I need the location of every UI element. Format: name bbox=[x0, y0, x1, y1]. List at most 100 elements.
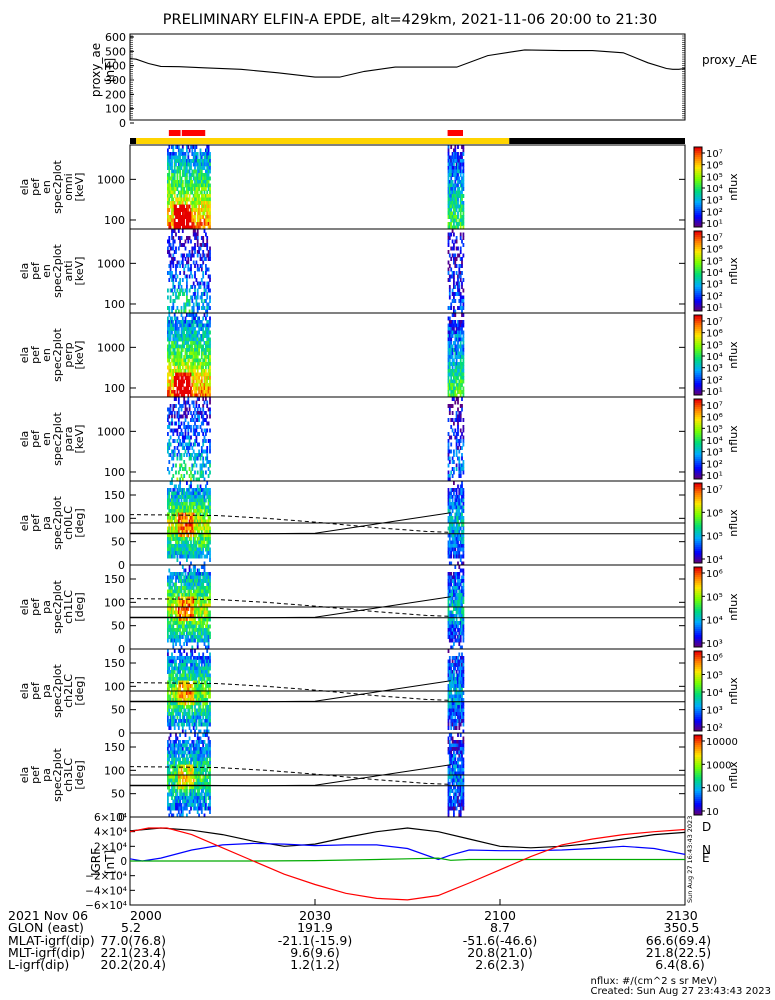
spectrogram-cell bbox=[192, 449, 195, 454]
spectrogram-cell bbox=[447, 526, 450, 531]
spectrogram-cell bbox=[202, 575, 205, 580]
spectrogram-cell bbox=[209, 337, 211, 342]
spectrogram-cell bbox=[453, 554, 455, 559]
spectrogram-cell bbox=[194, 218, 196, 223]
spectrogram-cell bbox=[181, 379, 184, 384]
spectrogram-cell bbox=[203, 159, 206, 163]
spectrogram-cell bbox=[168, 278, 171, 282]
spectrogram-cell bbox=[176, 173, 179, 177]
spectrogram-cell bbox=[447, 211, 450, 216]
spectrogram-cell bbox=[192, 358, 195, 363]
spectrogram-cell bbox=[448, 404, 451, 408]
spectrogram-cell bbox=[200, 547, 203, 552]
spectrogram-cell bbox=[190, 519, 192, 524]
spectrogram-cell bbox=[207, 194, 210, 198]
spectrogram-cell bbox=[171, 222, 173, 226]
spectrogram-cells bbox=[167, 145, 465, 230]
spectrogram-cell bbox=[203, 376, 206, 380]
spectrogram-cell bbox=[458, 516, 461, 520]
spectrogram-cell bbox=[448, 579, 451, 583]
spectrogram-cell bbox=[451, 344, 454, 349]
spectrogram-cell bbox=[175, 484, 177, 489]
spectrogram-cell bbox=[206, 355, 209, 359]
spectrogram-cell bbox=[198, 537, 200, 541]
spectrogram-cell bbox=[171, 712, 173, 716]
spectrogram-cell bbox=[206, 446, 209, 450]
spectrogram-cell bbox=[188, 159, 191, 163]
spectrogram-cell bbox=[194, 334, 196, 338]
spectrogram-cell bbox=[447, 509, 450, 513]
spectrogram-cell bbox=[459, 484, 462, 489]
spectrogram-cell bbox=[169, 253, 172, 258]
spectrogram-cell bbox=[187, 145, 190, 149]
spectrogram-cell bbox=[462, 194, 465, 198]
colorbar-cell bbox=[694, 265, 702, 268]
spectrogram-cell bbox=[190, 337, 192, 342]
spectrogram-cell bbox=[181, 330, 184, 335]
spectrogram-cell bbox=[188, 579, 191, 583]
colorbar-cell bbox=[694, 487, 702, 490]
spectrogram-cell bbox=[168, 684, 171, 688]
spectrogram-cell bbox=[200, 155, 203, 160]
spectrogram-cell bbox=[192, 432, 195, 436]
spectrogram-cell bbox=[448, 372, 451, 377]
spectrogram-cell bbox=[462, 218, 465, 223]
spectrogram-cell bbox=[180, 491, 183, 496]
spectrogram-cell bbox=[167, 638, 169, 643]
spectrogram-cell bbox=[451, 467, 454, 471]
spectrogram-cell bbox=[462, 537, 465, 541]
spectrogram-cell bbox=[187, 607, 190, 611]
spectrogram-cell bbox=[181, 320, 184, 324]
spectrogram-cell bbox=[188, 327, 191, 331]
spectrogram-cell bbox=[458, 449, 461, 454]
spectrogram-cell bbox=[191, 334, 194, 338]
colorbar-cell bbox=[694, 215, 702, 218]
spectrogram-cell bbox=[458, 456, 461, 461]
spectrogram-cell bbox=[177, 596, 180, 601]
spectrogram-cell bbox=[173, 180, 176, 184]
spectrogram-cell bbox=[181, 509, 184, 513]
spectrogram-cell bbox=[177, 691, 180, 695]
colorbar-cell bbox=[694, 573, 702, 576]
colorbar-cell bbox=[694, 427, 702, 430]
spectrogram-cell bbox=[187, 554, 190, 559]
spectrogram-cell bbox=[202, 600, 205, 604]
spectrogram-cell bbox=[451, 197, 454, 202]
spectrogram-cell bbox=[177, 649, 180, 653]
spectrogram-cell bbox=[176, 540, 179, 545]
spectrogram-cell bbox=[447, 204, 450, 209]
spectrogram-cell bbox=[454, 540, 457, 545]
spectrogram-cell bbox=[451, 488, 454, 492]
spectrogram-cell bbox=[187, 341, 190, 345]
spectrogram-cell bbox=[448, 155, 451, 160]
spectrogram-cell bbox=[195, 551, 198, 555]
spectrogram-cell bbox=[453, 362, 455, 366]
spectrogram-cell bbox=[199, 281, 202, 286]
colorbar-cell bbox=[694, 611, 702, 614]
spectrogram-cell bbox=[167, 166, 169, 170]
spectrogram-cell bbox=[196, 551, 199, 555]
spectrogram-cell bbox=[172, 610, 175, 615]
spectrogram-cell bbox=[450, 169, 453, 174]
spectrogram-cell bbox=[173, 348, 176, 352]
spectrogram-cell bbox=[455, 411, 458, 415]
spectrogram-cell bbox=[168, 540, 171, 545]
spectrogram-cell bbox=[450, 579, 453, 583]
spectrogram-cell bbox=[206, 596, 209, 601]
spectrogram-cell bbox=[207, 215, 210, 219]
spectrogram-cell bbox=[200, 533, 203, 538]
spectrogram-cell bbox=[187, 425, 190, 429]
spectrogram-cell bbox=[203, 330, 206, 335]
spectrogram-cell bbox=[458, 530, 461, 534]
spectrogram-cell bbox=[175, 316, 177, 321]
spectrogram-cell bbox=[187, 337, 190, 342]
spectrogram-cell bbox=[179, 586, 181, 590]
spectrogram-cell bbox=[461, 491, 463, 496]
spectrogram-cell bbox=[181, 628, 184, 632]
spectrogram-cell bbox=[179, 701, 181, 706]
spectrogram-cell bbox=[190, 190, 192, 195]
spectrogram-cell bbox=[179, 684, 181, 688]
spectrogram-cell bbox=[209, 162, 211, 167]
spectrogram-cell bbox=[173, 491, 176, 496]
spectrogram-cell bbox=[188, 379, 191, 384]
